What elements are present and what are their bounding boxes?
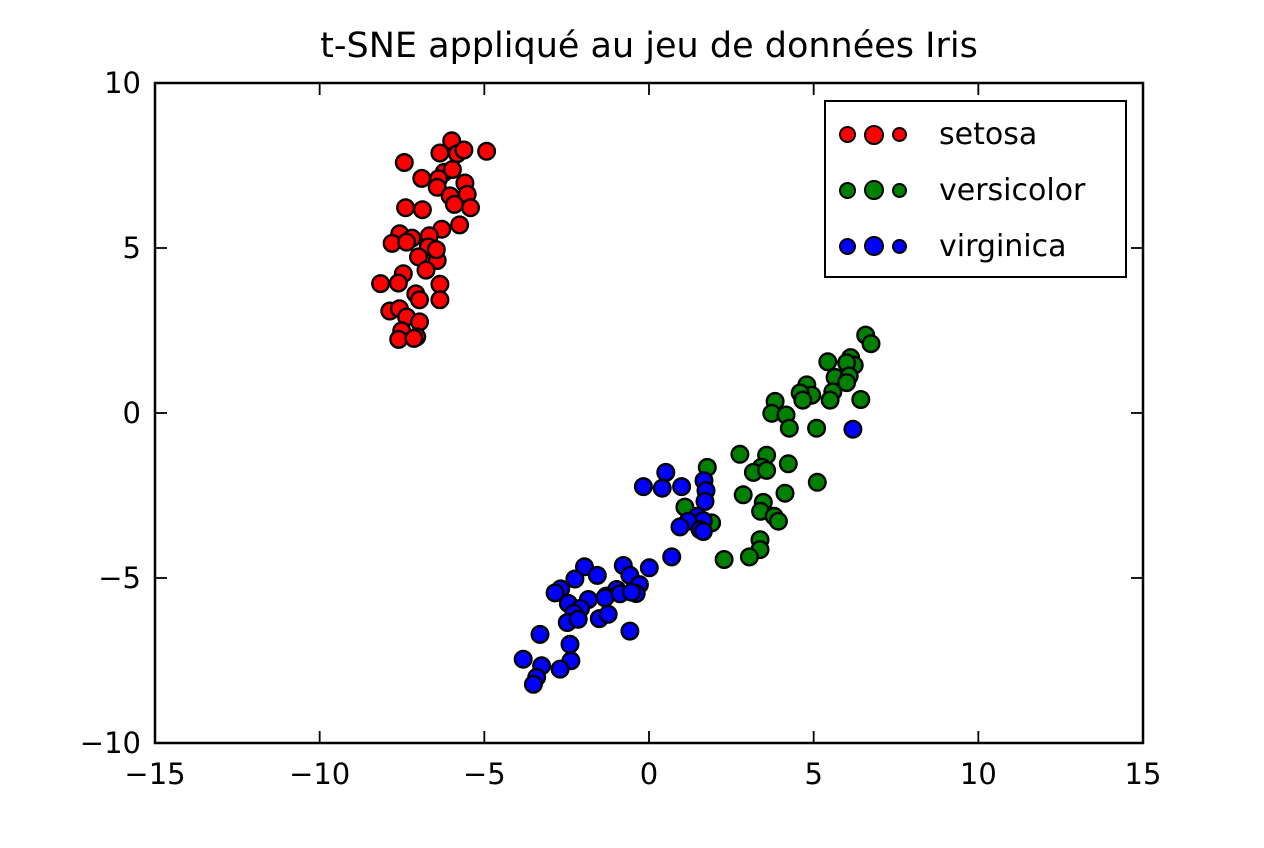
scatter-point-virginica [662,547,682,567]
x-axis-tick-label: −15 [124,757,185,791]
scatter-point-versicolor [861,334,881,354]
legend-item-setosa: setosa [839,117,1125,152]
setosa-marker-icon [839,126,856,144]
scatter-point-setosa [412,200,432,220]
scatter-point-versicolor [820,390,840,410]
scatter-point-virginica [695,491,715,511]
legend-item-versicolor: versicolor [839,173,1125,208]
virginica-marker-icon [892,238,907,254]
legend-label-setosa: setosa [939,117,1038,153]
scatter-point-virginica [843,419,863,439]
versicolor-marker-icon [892,182,907,198]
legend: setosa versicolor virginica [824,100,1127,278]
scatter-point-setosa [404,328,424,348]
scatter-point-setosa [397,232,417,252]
chart-title: t-SNE appliqué au jeu de données Iris [320,26,978,66]
scatter-point-virginica [550,659,570,679]
scatter-point-setosa [442,159,462,179]
scatter-point-setosa [454,140,474,160]
scatter-point-versicolor [818,352,838,372]
scatter-point-versicolor [757,460,777,480]
versicolor-marker-icon [839,181,856,199]
x-axis-tick-label: 15 [1125,757,1162,791]
legend-label-virginica: virginica [939,228,1067,264]
scatter-point-versicolor [733,485,753,505]
scatter-point-versicolor [778,454,798,474]
scatter-point-virginica [622,582,642,602]
scatter-point-virginica [598,604,618,624]
scatter-point-versicolor [775,483,795,503]
scatter-point-virginica [513,649,533,669]
scatter-point-setosa [461,198,481,218]
x-axis-tick-label: −10 [289,757,350,791]
scatter-point-versicolor [793,390,813,410]
scatter-point-versicolor [714,550,734,570]
scatter-point-setosa [427,177,447,197]
scatter-point-versicolor [779,418,799,438]
scatter-point-virginica [639,558,659,578]
scatter-point-setosa [388,273,408,293]
x-axis-tick-label: 5 [804,757,822,791]
scatter-point-virginica [587,565,607,585]
y-axis-tick-label: −10 [80,726,141,760]
scatter-point-versicolor [768,511,788,531]
setosa-marker-icon [864,124,884,145]
virginica-marker-icon [839,237,856,255]
scatter-point-setosa [477,141,497,161]
scatter-point-virginica [656,462,676,482]
scatter-point-virginica [620,621,640,641]
scatter-point-versicolor [851,390,871,410]
scatter-point-setosa [371,274,391,294]
legend-label-versicolor: versicolor [939,172,1086,208]
scatter-point-virginica [575,557,595,577]
scatter-point-virginica [670,517,690,537]
scatter-point-setosa [410,290,430,310]
scatter-point-virginica [672,477,692,497]
scatter-point-virginica [633,477,653,497]
scatter-point-setosa [444,194,464,214]
y-axis-tick-label: 10 [104,66,141,100]
scatter-point-versicolor [807,472,827,492]
y-axis-tick-label: 0 [123,396,141,430]
scatter-point-virginica [523,674,543,694]
scatter-point-setosa [430,290,450,310]
versicolor-marker-icon [864,180,884,201]
scatter-point-versicolor [739,547,759,567]
scatter-point-versicolor [807,418,827,438]
scatter-point-virginica [560,634,580,654]
scatter-point-virginica [530,624,550,644]
scatter-point-setosa [450,215,470,235]
x-axis-tick-label: −5 [463,757,506,791]
scatter-point-setosa [430,274,450,294]
scatter-point-setosa [412,168,432,188]
scatter-point-virginica [568,609,588,629]
x-axis-tick-label: 0 [640,757,658,791]
scatter-point-virginica [545,583,565,603]
scatter-point-setosa [426,240,446,260]
scatter-point-versicolor [730,444,750,464]
setosa-marker-icon [892,127,907,143]
scatter-point-virginica [652,478,672,498]
legend-item-virginica: virginica [839,229,1125,264]
scatter-point-setosa [430,143,450,163]
virginica-marker-icon [864,236,884,257]
x-axis-tick-label: 10 [960,757,997,791]
scatter-point-setosa [394,152,414,172]
scatter-point-setosa [396,198,416,218]
y-axis-tick-label: 5 [123,231,141,265]
scatter-point-virginica [693,522,713,542]
y-axis-tick-label: −5 [98,561,141,595]
scatter-point-virginica [565,569,585,589]
scatter-point-versicolor [837,373,857,393]
scatter-point-setosa [416,260,436,280]
